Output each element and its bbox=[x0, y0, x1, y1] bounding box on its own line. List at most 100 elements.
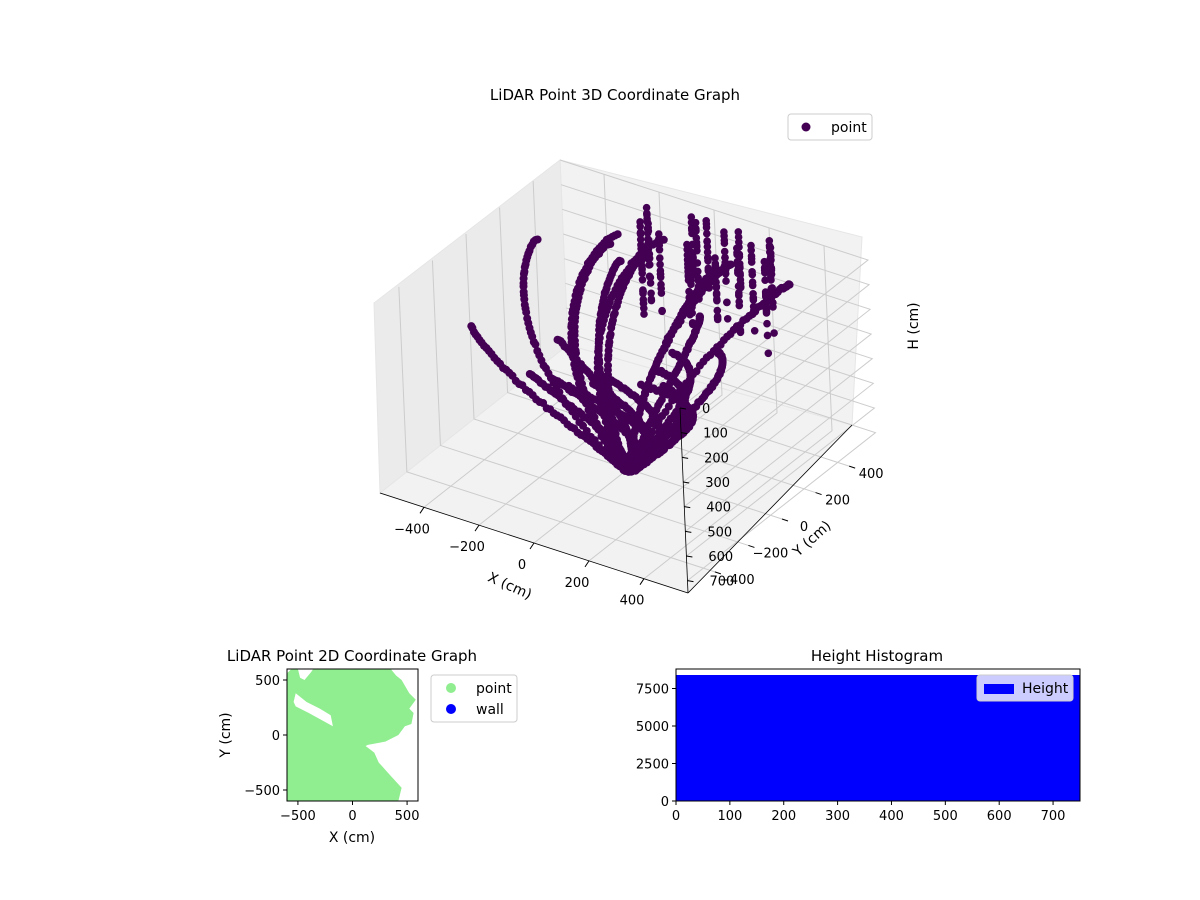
z-tick-3d bbox=[685, 530, 692, 533]
point-3d bbox=[748, 281, 757, 290]
z-tick-3d bbox=[682, 456, 689, 459]
z-tick-3d bbox=[680, 432, 688, 435]
x-tick-label-histogram: 300 bbox=[825, 809, 850, 824]
point-3d bbox=[705, 284, 713, 292]
legend-2d: point wall bbox=[430, 674, 518, 723]
legend-3d-label-point: point bbox=[831, 120, 867, 136]
ticks-3d: −400 −200 0 200 400 −400 −200 0 200 400 0 100 200 300… bbox=[379, 402, 884, 609]
chart-2d-title: LiDAR Point 2D Coordinate Graph bbox=[227, 647, 477, 665]
legend-2d-label-point: point bbox=[476, 681, 512, 697]
point-3d bbox=[522, 308, 531, 317]
y-tick-label-3d: 400 bbox=[859, 467, 884, 482]
grid-line-h bbox=[567, 332, 877, 582]
ticks-histogram: 0 100 200 300 400 500 600 700 0 2500 5000 7500 bbox=[636, 683, 1066, 825]
point-3d bbox=[656, 254, 664, 262]
y-tick-3d bbox=[848, 465, 856, 469]
point-3d bbox=[641, 437, 650, 446]
point-3d bbox=[636, 222, 644, 231]
point-3d bbox=[761, 268, 769, 277]
point-3d bbox=[720, 239, 729, 247]
x-axis-line-3d bbox=[379, 492, 689, 594]
point-3d bbox=[735, 298, 743, 306]
point-3d bbox=[713, 306, 722, 315]
chart-histogram: Height Histogram 0 100 200 300 400 500 600 7000… bbox=[636, 647, 1081, 825]
point-3d bbox=[769, 299, 777, 307]
grid-line-y bbox=[431, 260, 749, 546]
point-3d bbox=[639, 287, 647, 296]
point-3d bbox=[713, 312, 722, 321]
point-3d bbox=[692, 243, 701, 251]
point-3d bbox=[767, 264, 776, 272]
point-3d bbox=[656, 270, 665, 278]
point-3d bbox=[644, 227, 653, 235]
point-3d bbox=[703, 242, 712, 251]
point-3d bbox=[703, 237, 711, 245]
legend-histogram-box bbox=[976, 674, 1074, 702]
grid-line-h bbox=[565, 282, 875, 532]
point-3d bbox=[656, 260, 664, 269]
point-3d bbox=[618, 462, 627, 471]
point-3d bbox=[762, 305, 771, 314]
z-tick-label-3d: 0 bbox=[702, 402, 710, 417]
legend-2d-marker-point bbox=[446, 683, 456, 693]
point-3d bbox=[646, 260, 654, 269]
point-3d bbox=[638, 261, 646, 270]
point-3d bbox=[721, 259, 729, 267]
x-tick-label-histogram: 600 bbox=[987, 809, 1012, 824]
y-tick-label-histogram: 7500 bbox=[636, 683, 669, 698]
point-3d bbox=[685, 247, 694, 255]
y-tick-label-3d: −200 bbox=[753, 546, 789, 561]
point-3d bbox=[722, 277, 730, 285]
point-3d bbox=[639, 295, 648, 304]
point-3d bbox=[723, 315, 732, 323]
point-3d bbox=[736, 328, 745, 337]
x-tick-label-3d: 200 bbox=[565, 576, 590, 591]
point-3d bbox=[570, 331, 579, 340]
point-3d bbox=[607, 323, 616, 332]
x-tick-label-2d: −500 bbox=[280, 809, 316, 824]
point-3d bbox=[638, 276, 647, 284]
point-3d bbox=[607, 432, 616, 441]
point-3d bbox=[593, 358, 602, 367]
x-tick-3d bbox=[474, 524, 480, 532]
point-3d bbox=[750, 327, 759, 335]
plot-frame-histogram bbox=[675, 668, 1081, 802]
point-3d bbox=[712, 283, 721, 291]
point-3d bbox=[713, 296, 721, 305]
x-axis-label-3d: X (cm) bbox=[485, 570, 534, 603]
z-tick-3d bbox=[679, 407, 687, 410]
y-tick-3d bbox=[748, 544, 755, 548]
point-3d bbox=[594, 347, 603, 356]
legend-histogram: Height bbox=[976, 674, 1074, 702]
x-tick-label-histogram: 0 bbox=[672, 809, 680, 824]
z-tick-label-3d: 400 bbox=[706, 501, 731, 516]
z-tick-label-3d: 300 bbox=[705, 476, 730, 491]
point-3d bbox=[733, 257, 742, 266]
points-3d bbox=[467, 203, 794, 476]
point-3d bbox=[687, 280, 695, 289]
ticks-2d: −500−500 0 0 500 500 bbox=[244, 674, 419, 824]
chart-3d-title: LiDAR Point 3D Coordinate Graph bbox=[490, 86, 740, 104]
y-axis-label-2d: Y (cm) bbox=[218, 712, 234, 758]
point-3d bbox=[734, 266, 742, 275]
point-3d bbox=[763, 319, 771, 328]
grid-line-y bbox=[398, 286, 716, 573]
point-region-2d bbox=[287, 669, 416, 801]
point-3d bbox=[692, 227, 700, 235]
z-tick-3d bbox=[686, 555, 693, 558]
x-tick-label-histogram: 700 bbox=[1041, 809, 1066, 824]
point-3d bbox=[608, 446, 617, 455]
y-tick-label-3d: −400 bbox=[719, 573, 755, 588]
empty-region-2d bbox=[293, 693, 333, 727]
grid-line-h bbox=[559, 159, 870, 409]
point-3d bbox=[762, 292, 770, 300]
point-3d bbox=[749, 294, 758, 303]
y-tick-3d bbox=[815, 492, 822, 496]
z-tick-label-3d: 500 bbox=[707, 525, 732, 540]
y-tick-label-histogram: 5000 bbox=[636, 720, 669, 735]
point-3d bbox=[702, 223, 711, 232]
point-3d bbox=[594, 373, 603, 382]
point-3d bbox=[570, 317, 579, 326]
point-3d bbox=[703, 229, 711, 238]
